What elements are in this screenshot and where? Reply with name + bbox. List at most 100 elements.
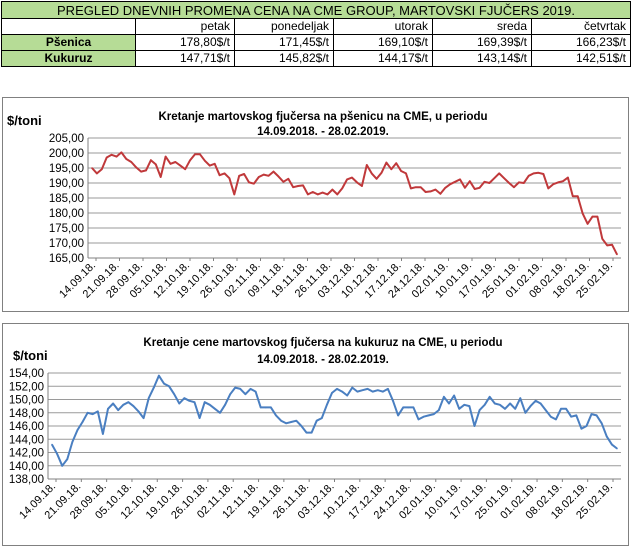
data-point	[188, 400, 191, 402]
data-point	[326, 404, 328, 406]
data-point	[154, 163, 157, 166]
data-point	[570, 415, 572, 418]
data-point	[341, 187, 344, 190]
data-point	[336, 388, 338, 390]
data-point	[478, 187, 481, 189]
data-point	[199, 153, 201, 155]
data-point	[150, 159, 152, 161]
data-point	[361, 389, 364, 392]
data-point	[198, 417, 201, 419]
data-point	[591, 215, 594, 218]
data-point	[557, 181, 559, 184]
data-point	[365, 164, 368, 166]
data-point	[395, 162, 398, 164]
data-point	[295, 419, 298, 422]
price-cell: 145,82$/t	[234, 50, 334, 67]
price-cell: 144,17$/t	[333, 50, 433, 67]
data-point	[184, 168, 187, 170]
chart-title-line2: 14.09.2018. - 28.02.2019.	[257, 354, 389, 366]
data-point	[320, 417, 323, 419]
data-point	[275, 414, 277, 417]
data-point	[140, 170, 142, 173]
data-point	[147, 397, 150, 399]
series-line	[91, 151, 618, 255]
data-point	[448, 402, 450, 405]
data-point	[417, 418, 420, 421]
data-point	[459, 178, 461, 181]
data-point	[71, 441, 74, 443]
data-point	[315, 419, 318, 422]
data-point	[544, 409, 547, 411]
corn-chart-panel: Kretanje cene martovskog fjučersa na kuk…	[2, 323, 629, 546]
data-point	[224, 404, 226, 406]
data-point	[590, 413, 593, 415]
data-point	[581, 212, 584, 215]
data-point	[91, 413, 94, 415]
day-header: ponedeljak	[234, 18, 334, 35]
data-point	[542, 173, 545, 175]
data-point	[375, 178, 378, 180]
data-point	[424, 191, 427, 193]
data-point	[555, 418, 557, 421]
data-point	[189, 159, 191, 161]
corner-cell	[1, 18, 136, 35]
data-point	[229, 393, 231, 395]
data-point	[163, 382, 165, 385]
data-point	[539, 402, 542, 405]
data-point	[351, 176, 353, 179]
data-point	[410, 187, 412, 190]
data-point	[560, 407, 562, 410]
data-point	[61, 464, 63, 467]
data-point	[262, 173, 265, 176]
data-point	[552, 183, 555, 185]
data-point	[509, 402, 511, 405]
data-point	[565, 407, 567, 410]
data-point	[91, 167, 93, 169]
data-point	[415, 186, 417, 188]
data-point	[305, 431, 308, 434]
chart-title-line1: Kretanje martovskog fjučersa na pšenicu …	[158, 111, 487, 123]
y-tick-label: 190,00	[49, 178, 84, 190]
data-point	[112, 402, 114, 405]
data-point	[153, 386, 155, 389]
data-point	[96, 172, 98, 175]
data-point	[208, 404, 211, 406]
price-cell: 171,45$/t	[234, 34, 334, 51]
data-point	[562, 180, 564, 182]
data-point	[287, 178, 290, 180]
y-tick-label: 148,00	[9, 408, 44, 420]
data-point	[292, 186, 294, 188]
data-point	[439, 193, 442, 195]
data-point	[107, 407, 109, 410]
data-point	[382, 390, 384, 393]
data-point	[178, 402, 181, 405]
data-point	[443, 396, 445, 398]
data-point	[302, 184, 304, 187]
y-tick-label: 205,00	[49, 133, 84, 145]
data-point	[444, 187, 447, 189]
data-point	[449, 183, 451, 185]
data-point	[586, 223, 589, 225]
data-point	[346, 394, 349, 397]
price-cell: 142,51$/t	[531, 50, 631, 67]
data-point	[223, 172, 226, 175]
data-point	[346, 178, 348, 181]
data-point	[611, 443, 613, 446]
data-point	[145, 169, 147, 172]
data-point	[258, 176, 260, 178]
data-point	[259, 406, 262, 409]
data-point	[272, 170, 275, 173]
data-point	[580, 427, 583, 430]
data-point	[248, 181, 250, 184]
data-point	[429, 190, 432, 193]
y-axis-label: $/toni	[7, 113, 42, 128]
data-point	[331, 188, 334, 191]
data-point	[494, 402, 496, 405]
data-point	[331, 392, 333, 394]
data-point	[498, 172, 501, 175]
data-point	[173, 393, 175, 395]
data-point	[297, 185, 299, 187]
day-header: utorak	[333, 18, 433, 35]
data-point	[380, 172, 383, 174]
data-point	[249, 388, 252, 390]
